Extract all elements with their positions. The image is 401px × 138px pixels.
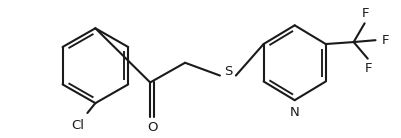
Text: F: F: [364, 62, 372, 75]
Text: S: S: [223, 65, 231, 78]
Text: F: F: [361, 7, 369, 20]
Text: Cl: Cl: [71, 119, 84, 132]
Text: O: O: [146, 121, 157, 134]
Text: N: N: [289, 106, 299, 119]
Text: F: F: [381, 34, 388, 47]
